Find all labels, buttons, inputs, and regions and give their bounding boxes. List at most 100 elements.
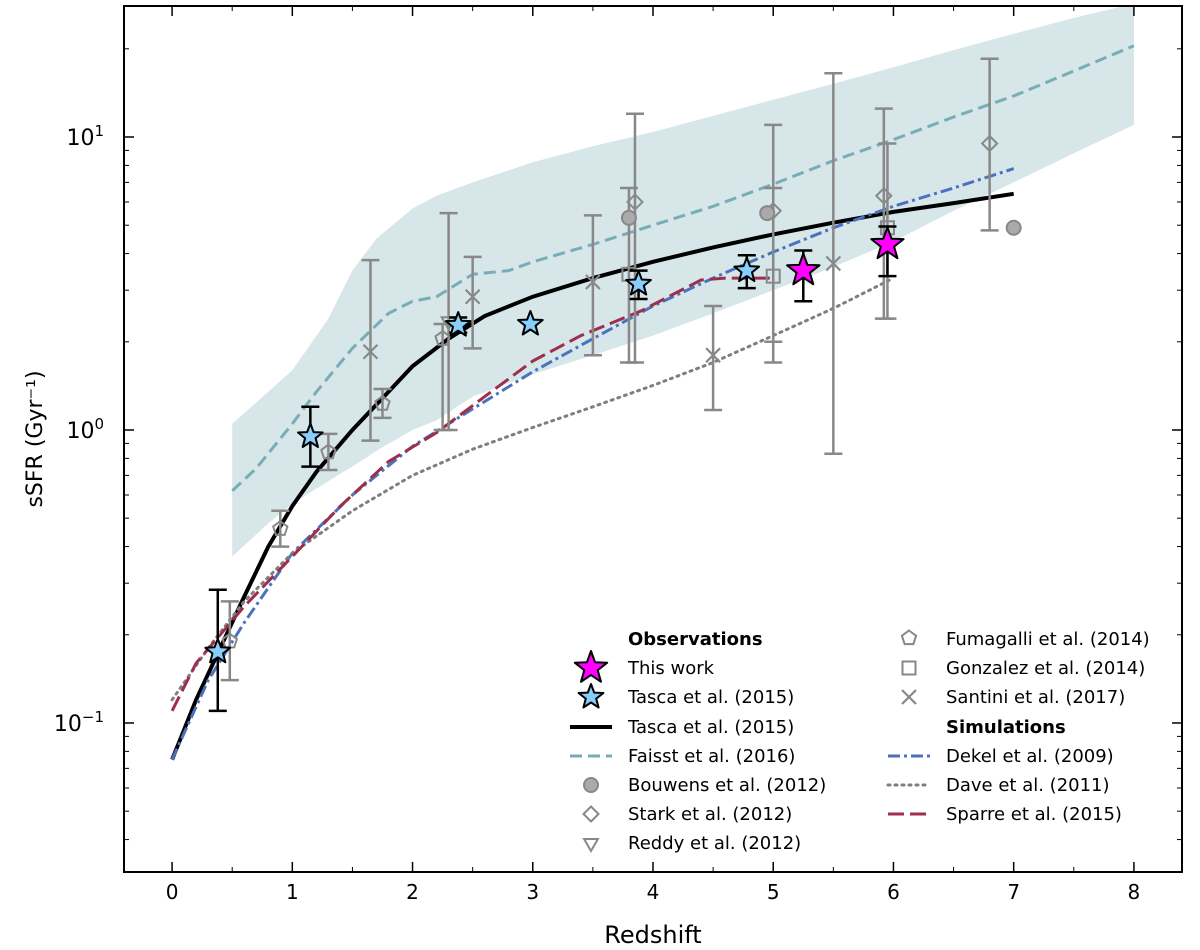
faisst-band-layer <box>232 6 1134 557</box>
dekel-curve <box>170 167 1015 761</box>
data-points-layer <box>204 57 1022 713</box>
legend-reddy-label: Reddy et al. (2012) <box>628 833 801 854</box>
santini-marker-1 <box>362 343 379 360</box>
legend-gonzalez-label: Gonzalez et al. (2014) <box>946 658 1145 679</box>
tasca-marker-3 <box>444 311 472 337</box>
legend-bouwens-label: Bouwens et al. (2012) <box>628 775 826 796</box>
this_work-marker-1 <box>786 252 821 286</box>
legend-gonzalez-marker <box>901 660 917 676</box>
tasca-marker-4 <box>517 310 544 336</box>
bouwens-marker-2 <box>759 205 776 222</box>
dave-curve <box>170 276 895 702</box>
tasca-marker-6 <box>733 256 761 283</box>
x-tick-label-5: 5 <box>767 880 780 904</box>
legend-this_work-symbol <box>573 650 609 683</box>
fumagalli-point-4 <box>373 387 392 420</box>
legend-fumagalli-symbol <box>900 629 918 646</box>
x-tick-label-7: 7 <box>1007 880 1020 904</box>
legend-right-column: Fumagalli et al. (2014) Gonzalez et al. … <box>886 629 1150 825</box>
tasca-marker-5 <box>625 270 652 296</box>
legend-tasca-points-label: Tasca et al. (2015) <box>627 687 794 708</box>
bouwens-point-1 <box>620 209 637 226</box>
fumagalli-point-2 <box>271 509 290 548</box>
faisst-uncertainty-band <box>232 6 1134 557</box>
legend-dave-label: Dave et al. (2011) <box>946 775 1110 796</box>
sparre-curve <box>170 276 774 712</box>
santini-point-3 <box>583 214 602 357</box>
tasca-point-6 <box>733 253 761 290</box>
legend: Observations This work Tasca et al. (201… <box>570 629 1150 854</box>
legend-fumagalli-marker <box>900 629 918 646</box>
fumagalli-marker-3 <box>320 443 337 460</box>
legend-santini-label: Santini et al. (2017) <box>946 687 1125 708</box>
santini-marker-3 <box>585 274 601 290</box>
legend-this-work-marker <box>573 650 609 683</box>
x-axis-label: Redshift <box>604 921 701 949</box>
bouwens-marker-1 <box>620 209 637 226</box>
tasca-point-1 <box>204 588 232 713</box>
faisst-curve <box>231 44 1135 492</box>
bouwens-marker-3 <box>1005 219 1022 236</box>
legend-left-column: Observations This work Tasca et al. (201… <box>570 629 826 854</box>
legend-tasca-points-marker <box>577 683 605 709</box>
legend-dekel-label: Dekel et al. (2009) <box>946 746 1114 767</box>
x-axis-ticks: 0 1 2 3 4 5 6 7 8 <box>166 6 1141 904</box>
fumagalli-marker-2 <box>272 520 289 536</box>
gonzalez-marker-2 <box>765 268 781 284</box>
y-axis-ticks: 10−1 100 101 <box>54 48 1182 841</box>
santini-marker-5 <box>825 255 842 272</box>
legend-simulations-heading: Simulations <box>946 717 1066 738</box>
x-tick-label-0: 0 <box>166 880 179 904</box>
legend-fumagalli-label: Fumagalli et al. (2014) <box>946 629 1150 650</box>
tasca-point-5 <box>625 269 652 301</box>
legend-reddy-marker <box>582 838 600 854</box>
this_work-point-1 <box>786 249 821 303</box>
legend-stark-label: Stark et al. (2012) <box>628 804 792 825</box>
stark-marker-4 <box>980 134 999 153</box>
tasca-marker-2 <box>297 422 324 448</box>
santini-point-4 <box>704 304 723 412</box>
this_work-point-2 <box>870 225 905 278</box>
x-tick-label-1: 1 <box>286 880 299 904</box>
legend-faisst-label: Faisst et al. (2016) <box>628 746 795 767</box>
legend-santini-marker <box>901 689 917 705</box>
santini-marker-2 <box>464 288 481 305</box>
y-tick-label-10: 101 <box>66 122 104 151</box>
legend-tasca-symbol <box>577 683 605 709</box>
legend-stark-marker <box>582 805 600 823</box>
legend-this-work-label: This work <box>627 658 715 679</box>
y-axis-label: sSFR (Gyr⁻¹) <box>23 370 48 507</box>
bouwens-point-2 <box>759 205 776 222</box>
legend-gonzalez-symbol <box>901 660 917 676</box>
this_work-marker-2 <box>870 226 905 260</box>
fumagalli-marker-5 <box>434 329 451 346</box>
legend-santini-symbol <box>901 689 917 705</box>
santini-marker-4 <box>705 347 721 363</box>
tasca-point-3 <box>444 311 472 337</box>
santini-point-2 <box>463 255 482 350</box>
stark-point-4 <box>980 57 999 232</box>
legend-reddy-symbol <box>582 838 600 854</box>
bouwens-point-3 <box>1005 219 1022 236</box>
tasca-point-2 <box>297 405 324 468</box>
tasca-marker-1 <box>204 637 232 664</box>
x-tick-label-3: 3 <box>526 880 539 904</box>
legend-bouwens-symbol <box>583 777 599 793</box>
legend-observations-heading: Observations <box>628 629 763 650</box>
legend-tasca-curve-label: Tasca et al. (2015) <box>627 717 794 738</box>
x-tick-label-2: 2 <box>406 880 419 904</box>
fumagalli-marker-4 <box>374 394 391 411</box>
legend-stark-symbol <box>582 805 600 823</box>
y-tick-label-0.1: 10−1 <box>54 708 104 737</box>
legend-sparre-label: Sparre et al. (2015) <box>946 804 1122 825</box>
tasca-point-4 <box>517 310 544 336</box>
x-tick-label-6: 6 <box>887 880 900 904</box>
legend-bouwens-marker <box>583 777 599 793</box>
santini-point-5 <box>824 72 843 455</box>
y-tick-label-1: 100 <box>66 415 104 444</box>
stark-marker-3 <box>874 186 893 205</box>
santini-point-1 <box>361 258 380 442</box>
x-tick-label-8: 8 <box>1128 880 1141 904</box>
x-tick-label-4: 4 <box>647 880 660 904</box>
